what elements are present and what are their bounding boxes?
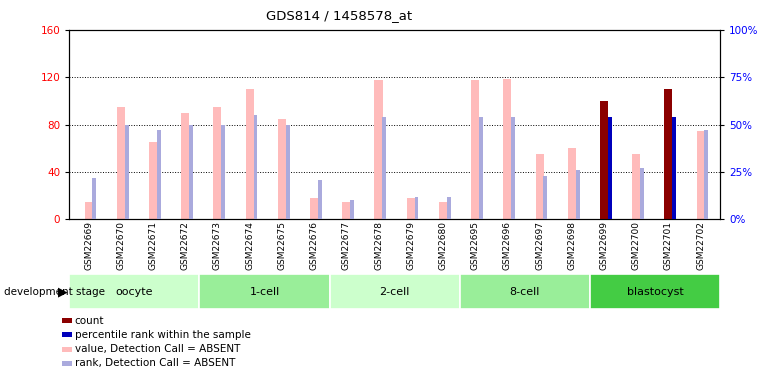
Bar: [85, 202, 92, 219]
Bar: [608, 117, 611, 219]
Bar: [471, 80, 479, 219]
Bar: [665, 89, 672, 219]
Bar: [504, 78, 511, 219]
Bar: [632, 154, 640, 219]
Text: percentile rank within the sample: percentile rank within the sample: [75, 330, 250, 340]
Bar: [310, 198, 318, 219]
Text: 8-cell: 8-cell: [510, 286, 540, 297]
Text: 2-cell: 2-cell: [380, 286, 410, 297]
Bar: [189, 124, 193, 219]
Text: value, Detection Call = ABSENT: value, Detection Call = ABSENT: [75, 344, 240, 354]
Bar: [199, 274, 330, 309]
Bar: [705, 130, 708, 219]
Bar: [374, 80, 383, 219]
Bar: [181, 113, 189, 219]
Bar: [343, 202, 350, 219]
Bar: [407, 198, 415, 219]
Bar: [286, 124, 290, 219]
Bar: [672, 117, 676, 219]
Text: blastocyst: blastocyst: [627, 286, 683, 297]
Bar: [117, 107, 125, 219]
Bar: [278, 119, 286, 219]
Bar: [576, 170, 580, 219]
Text: rank, Detection Call = ABSENT: rank, Detection Call = ABSENT: [75, 358, 235, 368]
Bar: [221, 124, 225, 219]
Bar: [697, 130, 705, 219]
Bar: [253, 115, 257, 219]
Bar: [69, 274, 199, 309]
Text: development stage: development stage: [4, 287, 105, 297]
Bar: [640, 168, 644, 219]
Text: ▶: ▶: [58, 285, 68, 298]
Bar: [567, 148, 576, 219]
Bar: [511, 117, 515, 219]
Bar: [350, 200, 354, 219]
Text: oocyte: oocyte: [116, 286, 153, 297]
Bar: [590, 274, 720, 309]
Text: 1-cell: 1-cell: [249, 286, 280, 297]
Bar: [600, 101, 608, 219]
Bar: [665, 95, 672, 219]
Bar: [536, 154, 544, 219]
Bar: [544, 176, 547, 219]
Bar: [92, 178, 96, 219]
Bar: [608, 170, 611, 219]
Bar: [447, 196, 450, 219]
Bar: [213, 107, 222, 219]
Bar: [330, 274, 460, 309]
Bar: [318, 180, 322, 219]
Bar: [439, 202, 447, 219]
Bar: [672, 119, 676, 219]
Bar: [414, 196, 418, 219]
Bar: [600, 146, 608, 219]
Bar: [479, 117, 483, 219]
Bar: [246, 89, 253, 219]
Bar: [157, 130, 161, 219]
Text: count: count: [75, 316, 104, 326]
Bar: [149, 142, 157, 219]
Bar: [460, 274, 590, 309]
Bar: [383, 117, 387, 219]
Bar: [125, 124, 129, 219]
Text: GDS814 / 1458578_at: GDS814 / 1458578_at: [266, 9, 412, 22]
